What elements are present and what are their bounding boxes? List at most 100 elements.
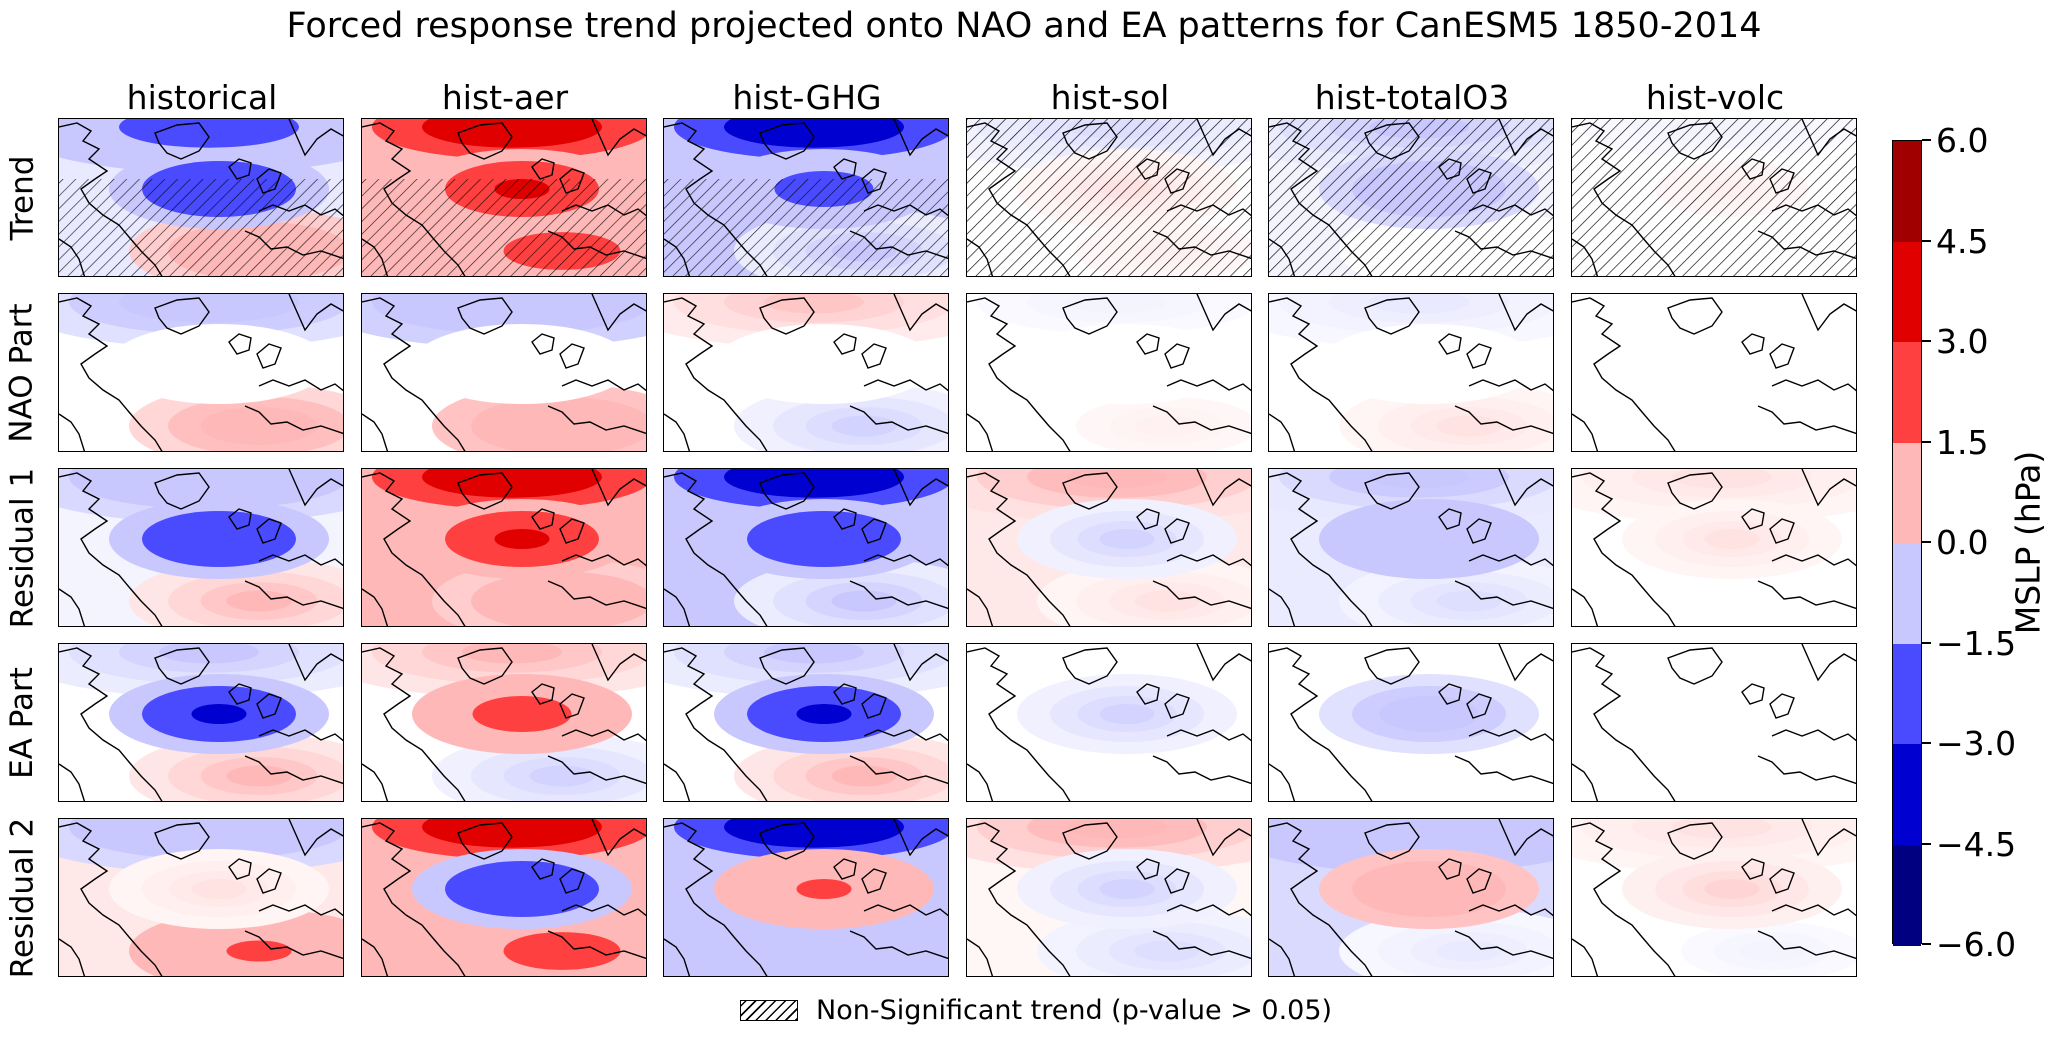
- hatch-legend-label: Non-Significant trend (p-value > 0.05): [816, 995, 1333, 1026]
- coastline-5: [1166, 379, 1251, 392]
- coastline-3: [559, 518, 585, 544]
- colorbar-segment-6: [1893, 744, 1921, 845]
- map-panel-residual-1-hist-volc: [1571, 468, 1857, 627]
- coastline-4: [1196, 819, 1251, 857]
- coastline-2: [833, 683, 857, 705]
- map-panel-trend-hist-ghg: [663, 118, 949, 277]
- coastline-1: [1667, 822, 1723, 860]
- coastline-5: [561, 729, 646, 742]
- coastline-3: [1769, 693, 1795, 719]
- column-title-2: hist-GHG: [732, 78, 882, 117]
- central-anomaly-contour-3: [1401, 354, 1457, 374]
- south-anomaly-contour-3: [1436, 415, 1502, 437]
- coastline-4: [893, 469, 948, 507]
- coastline-3: [1769, 868, 1795, 894]
- central-anomaly-contour-3: [1704, 529, 1760, 549]
- hatch-swatch: [740, 1000, 798, 1021]
- south-anomaly-contour-3: [1739, 415, 1805, 437]
- coastline-2: [228, 683, 252, 705]
- map-panel-nao-part-historical: [58, 293, 344, 452]
- coastline-0: [59, 647, 163, 801]
- south-anomaly-contour-3: [1436, 590, 1502, 612]
- coastline-7: [967, 938, 994, 976]
- coastline-2: [228, 508, 252, 530]
- south-anomaly-contour-3: [529, 590, 595, 612]
- coastline-1: [154, 472, 210, 510]
- coastline-0: [362, 647, 466, 801]
- coastline-3: [1164, 518, 1190, 544]
- colorbar-tick-label-5: −1.5: [1936, 623, 2017, 663]
- coastline-2: [1741, 858, 1765, 880]
- coastline-7: [664, 938, 691, 976]
- coastline-2: [1741, 683, 1765, 705]
- coastline-3: [1164, 868, 1190, 894]
- central-anomaly-contour-3: [1401, 529, 1457, 549]
- coastline-1: [759, 122, 815, 160]
- row-title-text-1: NAO Part: [4, 303, 40, 443]
- coastline-4: [1498, 644, 1553, 682]
- coastline-4: [591, 644, 646, 682]
- map-panel-ea-part-hist-sol: [966, 643, 1252, 802]
- coastline-4: [591, 294, 646, 332]
- coastline-3: [1466, 693, 1492, 719]
- coastline-2: [1136, 683, 1160, 705]
- south-anomaly-contour-3: [529, 765, 595, 787]
- colorbar-segment-3: [1893, 442, 1921, 544]
- central-anomaly-contour-3: [1099, 529, 1155, 549]
- colorbar-tick-label-4: 0.0: [1936, 523, 1989, 562]
- coastline-7: [362, 413, 389, 451]
- coastline-4: [288, 294, 343, 332]
- central-anomaly-contour-3: [494, 704, 550, 724]
- coastline-7: [1269, 588, 1296, 626]
- coastline-6: [1454, 930, 1553, 960]
- south-anomaly-contour-3: [1436, 765, 1502, 787]
- coastline-1: [1062, 297, 1118, 335]
- coastline-6: [1757, 930, 1856, 960]
- south-anomaly-contour-3: [1436, 940, 1502, 962]
- map-panel-nao-part-hist-ghg: [663, 293, 949, 452]
- coastline-0: [1269, 472, 1373, 626]
- map-panel-residual-1-hist-sol: [966, 468, 1252, 627]
- coastline-1: [1062, 647, 1118, 685]
- coastline-5: [863, 904, 948, 917]
- coastline-2: [531, 158, 555, 180]
- coastline-2: [1136, 333, 1160, 355]
- map-panel-ea-part-historical: [58, 643, 344, 802]
- coastline-4: [591, 819, 646, 857]
- map-panel-residual-1-historical: [58, 468, 344, 627]
- colorbar-tick-label-2: 3.0: [1936, 322, 1989, 361]
- colorbar-tick-7: [1922, 842, 1931, 845]
- coastline-2: [228, 158, 252, 180]
- coastline-3: [559, 343, 585, 369]
- coastline-6: [1757, 755, 1856, 785]
- map-panel-trend-hist-sol: [966, 118, 1252, 277]
- coastline-7: [1269, 938, 1296, 976]
- colorbar-tick-1: [1922, 239, 1931, 242]
- central-anomaly-contour-3: [1099, 704, 1155, 724]
- map-panel-residual-2-historical: [58, 818, 344, 977]
- colorbar-tick-8: [1922, 943, 1931, 945]
- central-anomaly-contour-3: [796, 879, 852, 899]
- coastline-6: [244, 755, 343, 785]
- coastline-6: [1152, 755, 1251, 785]
- map-panel-nao-part-hist-sol: [966, 293, 1252, 452]
- colorbar-label-text: MSLP (hPa): [2008, 450, 2048, 634]
- coastline-1: [1364, 297, 1420, 335]
- coastline-3: [256, 518, 282, 544]
- coastline-2: [1136, 858, 1160, 880]
- coastline-2: [833, 158, 857, 180]
- coastline-6: [1454, 755, 1553, 785]
- coastline-7: [362, 588, 389, 626]
- map-panel-residual-2-hist-sol: [966, 818, 1252, 977]
- coastline-5: [561, 904, 646, 917]
- coastline-5: [1166, 729, 1251, 742]
- coastline-7: [1572, 763, 1599, 801]
- coastline-4: [1801, 819, 1856, 857]
- coastline-4: [288, 119, 343, 157]
- coastline-4: [1498, 819, 1553, 857]
- coastline-5: [863, 729, 948, 742]
- coastline-1: [1364, 822, 1420, 860]
- colorbar-tick-label-0: 6.0: [1936, 121, 1989, 160]
- map-panel-residual-1-hist-ghg: [663, 468, 949, 627]
- coastline-1: [1364, 472, 1420, 510]
